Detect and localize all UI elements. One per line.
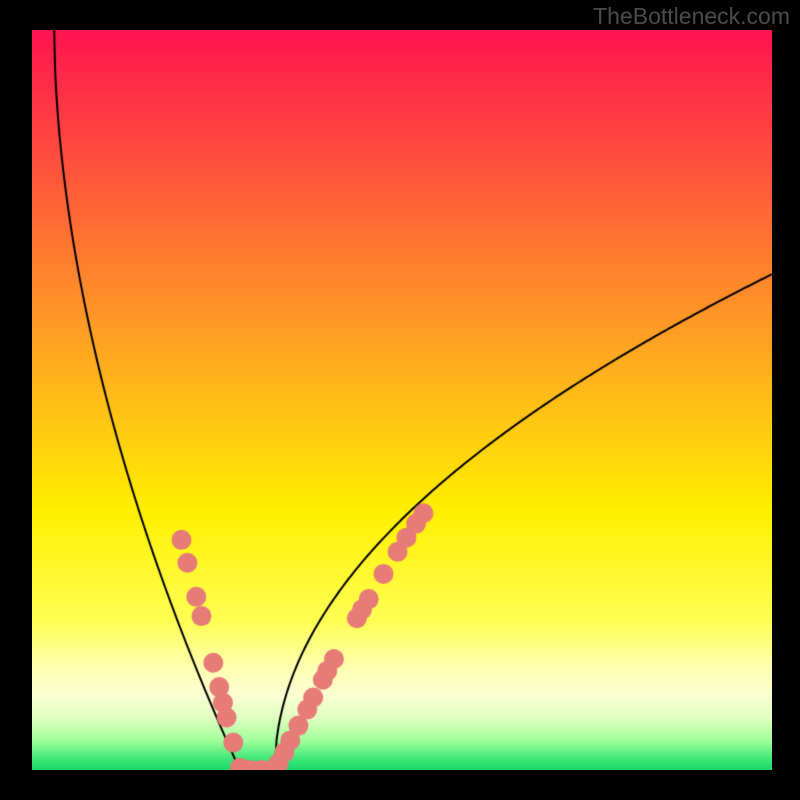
chart-plot-area	[32, 30, 772, 770]
bottleneck-curve-canvas	[32, 30, 772, 770]
watermark-label: TheBottleneck.com	[593, 3, 790, 30]
